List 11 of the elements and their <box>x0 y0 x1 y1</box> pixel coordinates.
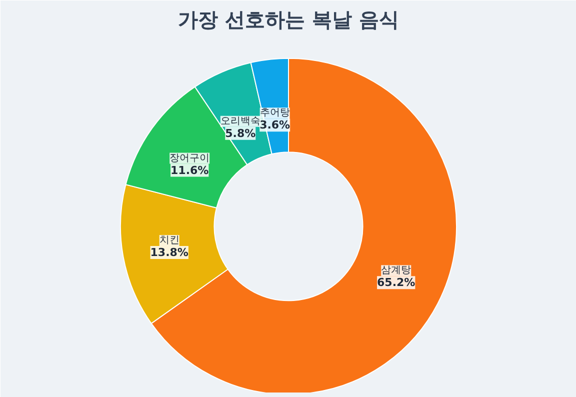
data-label: 3.6% <box>260 118 290 132</box>
slice-label: 장어구이 <box>170 152 210 164</box>
slice-label: 삼계탕 <box>381 265 412 276</box>
chart-title: 가장 선호하는 복날 음식 <box>178 8 399 32</box>
data-label: 5.8% <box>225 126 256 140</box>
slice-label: 오리백숙 <box>220 116 260 127</box>
data-label: 11.6% <box>170 164 209 177</box>
slice-label: 치킨 <box>159 235 180 246</box>
data-label: 65.2% <box>377 276 416 290</box>
data-label: 13.8% <box>150 246 188 260</box>
slice-label: 추어탕 <box>260 108 290 119</box>
